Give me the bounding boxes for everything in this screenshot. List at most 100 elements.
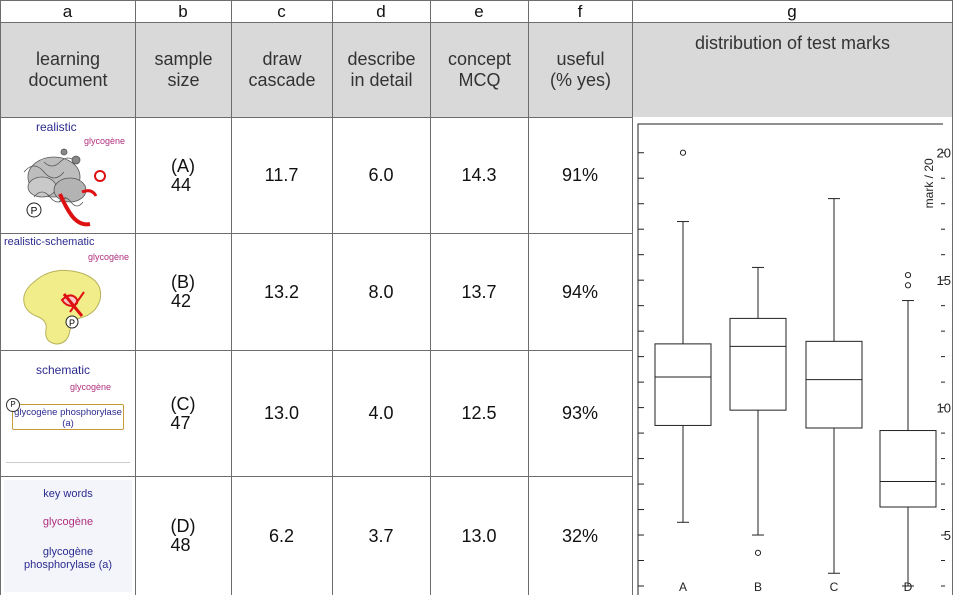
document-thumbnail-realistic: realistic glycogène P [4, 120, 132, 230]
header-useful: useful (% yes) [529, 23, 632, 117]
box-iqr [879, 430, 937, 508]
draw-cascade-value: 13.0 [263, 403, 300, 423]
box-iqr [729, 317, 787, 411]
document-title: realistic-schematic [4, 236, 95, 248]
useful-value: 93% [561, 403, 599, 423]
header-line: in detail [350, 70, 413, 90]
grid-line [0, 233, 632, 234]
grid-line [430, 0, 431, 595]
header-line: concept [447, 49, 512, 69]
enzyme-box: glycogène phosphorylase (a) [12, 404, 124, 430]
header-line: cascade [248, 70, 316, 90]
describe-value: 3.7 [368, 525, 394, 546]
y-tick-label: 5 [944, 528, 951, 543]
box-iqr [654, 343, 712, 426]
group-label: (B) [171, 272, 195, 292]
sample-size-cell: (C) 47 [135, 351, 231, 476]
document-keywords: glycogène phosphorylase (a) [4, 546, 132, 572]
mcq-value: 13.0 [461, 525, 497, 546]
grid-line [0, 0, 1, 595]
grid-line [231, 0, 232, 595]
header-concept-mcq: concept MCQ [431, 23, 528, 117]
grid-line [528, 0, 529, 595]
x-category-label: B [754, 580, 762, 594]
schematic-blob-illustration: P [23, 269, 102, 345]
grid-line [632, 0, 633, 595]
header-draw-cascade: draw cascade [232, 23, 332, 117]
header-sample-size: sample size [136, 23, 231, 117]
describe-value: 8.0 [368, 281, 394, 302]
header-line: document [28, 70, 108, 90]
useful-value: 32% [561, 525, 599, 546]
draw-cascade-value: 6.2 [268, 525, 295, 546]
p-symbol: P [6, 398, 20, 412]
draw-cascade-value: 13.2 [263, 281, 300, 302]
p-symbol: P [31, 206, 38, 217]
document-subtitle: glycogène [88, 252, 130, 262]
sample-count: 48 [170, 535, 191, 555]
header-line: draw [262, 49, 302, 69]
document-thumbnail-key-words: key words glycogène glycogène phosphoryla… [4, 480, 132, 592]
column-letter-c: c [277, 1, 286, 21]
keyword: phosphorylase (a) [23, 559, 113, 571]
document-subtitle: glycogène [84, 136, 126, 146]
column-letter-d: d [376, 1, 386, 21]
divider [6, 462, 130, 463]
sample-count: 44 [171, 174, 192, 195]
describe-value: 4.0 [368, 403, 394, 423]
group-label: (A) [171, 155, 195, 176]
y-tick-label: 20 [937, 146, 951, 161]
outlier-point [904, 271, 912, 279]
grid-line [0, 0, 953, 1]
enzyme-label: glycogène phosphorylase (a) [14, 407, 122, 429]
column-letter-a: a [62, 1, 73, 21]
plot-frame [637, 123, 943, 595]
header-line: sample [154, 49, 213, 69]
document-subtitle: glycogène [70, 382, 112, 392]
sample-size-cell: (A) 44 [135, 118, 231, 233]
describe-value: 6.0 [368, 165, 394, 185]
header-line: useful [556, 49, 605, 69]
document-thumbnail-schematic: schematic glycogène glycogène phosphoryl… [4, 354, 132, 472]
header-learning-document: learning document [1, 23, 135, 117]
y-tick-label: 10 [937, 401, 951, 416]
column-letter-e: e [474, 1, 484, 21]
sample-count: 47 [170, 412, 191, 433]
document-subtitle: glycogène [42, 516, 94, 528]
protein-structure-illustration: P [23, 148, 106, 227]
document-title: schematic [36, 363, 91, 377]
p-symbol: P [69, 318, 75, 328]
y-axis-label: mark / 20 [922, 158, 936, 208]
box-iqr [805, 340, 863, 429]
useful-value: 94% [561, 281, 599, 302]
mcq-value: 14.3 [461, 165, 497, 185]
x-category-label: C [830, 580, 839, 594]
grid-line [332, 0, 333, 595]
header-line: (% yes) [549, 70, 611, 90]
group-label: (C) [170, 393, 196, 414]
column-letter-g: g [787, 1, 797, 21]
header-line: learning [35, 49, 101, 69]
grid-line [0, 476, 632, 477]
mcq-value: 13.7 [461, 281, 497, 302]
grid-line [135, 0, 136, 595]
mcq-value: 12.5 [461, 403, 497, 423]
header-line: size [167, 70, 200, 90]
header-line: MCQ [458, 70, 501, 90]
draw-cascade-value: 11.7 [264, 165, 299, 185]
outlier-point [904, 282, 912, 289]
sample-count: 42 [171, 291, 192, 311]
x-category-label: A [679, 580, 687, 594]
y-tick-label: 15 [937, 273, 951, 288]
outlier-point [754, 549, 762, 556]
sample-size-cell: (B) 42 [135, 234, 231, 350]
header-distribution: distribution of test marks [633, 23, 952, 117]
outlier-point [679, 149, 687, 156]
column-letter-f: f [577, 1, 583, 21]
column-letter-b: b [178, 1, 188, 21]
grid-line [0, 350, 632, 351]
group-label: (D) [170, 516, 196, 536]
keyword: glycogène [42, 546, 94, 558]
